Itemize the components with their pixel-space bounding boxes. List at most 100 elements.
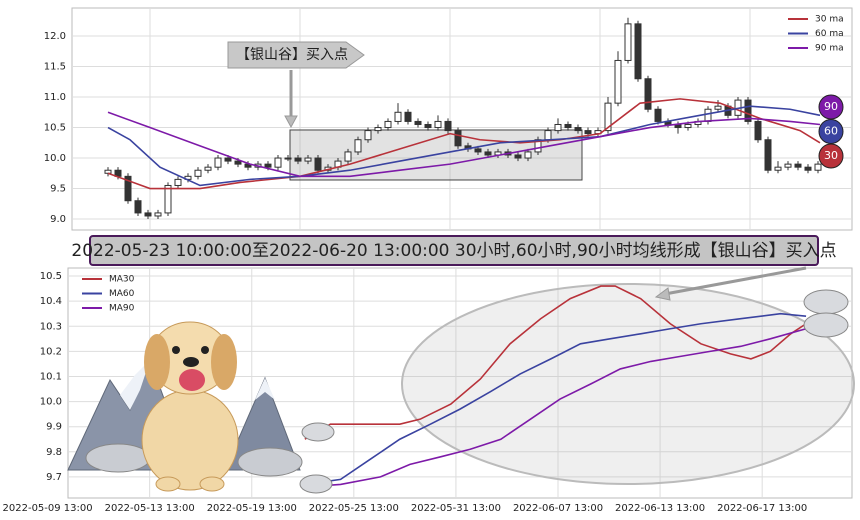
plot-area: [71, 7, 853, 231]
y-tick-label: 9.5: [50, 184, 66, 195]
candle-body: [614, 59, 622, 104]
candle-body: [584, 130, 592, 135]
x-tick-label: 2022-05-19 13:00: [207, 503, 297, 514]
y-tick-label: 11.0: [44, 92, 66, 103]
candle-body: [704, 108, 712, 122]
candle-body: [434, 120, 442, 129]
candle-body: [124, 175, 132, 202]
ingot: [299, 474, 333, 494]
dog-body: [141, 389, 239, 491]
candle-body: [524, 151, 532, 159]
snow: [255, 378, 275, 400]
candle-body: [214, 157, 222, 168]
candle-body: [574, 127, 582, 132]
dog-ear: [211, 334, 237, 390]
chart: 9.0 9.5 10.0 10.5 11.0 11.5 12.0 30 ma 60 ma 90 m…: [44, 7, 853, 231]
ma-line: [304, 312, 807, 486]
x-tick-label: 2022-06-13 13:00: [615, 503, 705, 514]
candle-body: [234, 160, 242, 165]
highlight-ellipse: [401, 283, 855, 485]
snow: [120, 360, 150, 410]
legend-label: MA30: [109, 275, 135, 285]
candle-body: [264, 163, 272, 168]
legend-label: MA60: [109, 289, 135, 299]
candle-body: [274, 157, 282, 168]
candle-body: [384, 120, 392, 129]
y-tick-label: 9.9: [46, 422, 62, 433]
dog-ear: [144, 334, 170, 390]
x-tick-label: 2022-05-25 13:00: [309, 503, 399, 514]
legend-label: 60 ma: [815, 29, 844, 39]
candle-body: [654, 108, 662, 122]
legend-label: MA90: [109, 304, 135, 314]
dog-paw: [155, 476, 181, 492]
candle-body: [714, 105, 722, 110]
candle-body: [394, 111, 402, 122]
dog-paw: [199, 476, 225, 492]
y-tick-label: 9.8: [46, 447, 62, 458]
candle-body: [354, 139, 362, 153]
candle-body: [754, 120, 762, 141]
candle-body: [454, 130, 462, 147]
candle-body: [544, 130, 552, 141]
ingot: [803, 312, 849, 338]
dog-nose: [183, 357, 199, 367]
x-tick-label: 2022-05-31 13:00: [411, 503, 501, 514]
y-tick-label: 9.0: [50, 214, 66, 225]
annotation-arrow-box: [227, 41, 365, 69]
candle-body: [794, 163, 802, 168]
badge: [818, 143, 844, 169]
ma-line: [107, 105, 821, 187]
candle-body: [294, 157, 302, 162]
candle-body: [344, 151, 352, 162]
ingot: [803, 289, 849, 315]
y-tick-label: 10.0: [40, 397, 62, 408]
y-tick-label: 10.3: [40, 321, 62, 332]
badge-label: 60: [824, 125, 838, 138]
ma-line: [107, 98, 821, 190]
ma-line: [304, 327, 807, 488]
candle-body: [374, 127, 382, 132]
candle-body: [314, 157, 322, 171]
candle-body: [814, 163, 822, 171]
legend-label: 30 ma: [815, 15, 844, 25]
candle-body: [164, 184, 172, 214]
ma-line: [107, 111, 821, 178]
x-tick-label: 2022-05-13 13:00: [105, 503, 195, 514]
candle-body: [194, 169, 202, 177]
y-tick-label: 10.4: [40, 296, 62, 307]
y-tick-label: 10.5: [44, 123, 66, 134]
x-tick-label: 2022-05-09 13:00: [3, 503, 93, 514]
arrow: [664, 266, 807, 296]
legend-label: 90 ma: [815, 44, 844, 54]
x-tick-label: 2022-06-17 13:00: [717, 503, 807, 514]
candle-body: [224, 157, 232, 162]
candle-body: [774, 166, 782, 171]
y-tick-label: 9.7: [46, 472, 62, 483]
candle-body: [204, 166, 212, 171]
candle-body: [364, 130, 372, 141]
banner: 2022-05-23 10:00:00至2022-06-20 13:00:00 …: [71, 241, 836, 261]
candle-body: [474, 148, 482, 153]
y-tick-label: 10.1: [40, 371, 62, 382]
ingot: [301, 422, 335, 442]
candle-body: [624, 23, 632, 61]
ma-line: [304, 285, 807, 440]
candle-body: [514, 154, 522, 159]
dog-eye: [201, 346, 209, 354]
candle-body: [604, 102, 612, 132]
candle-body: [424, 123, 432, 129]
y-tick-label: 10.0: [44, 153, 66, 164]
candle-body: [134, 200, 142, 214]
candle-body: [634, 23, 642, 80]
candle-body: [284, 157, 292, 160]
ingot: [237, 447, 303, 477]
candle-body: [764, 139, 772, 171]
decorations: 2022-05-23 10:00:00至2022-06-20 13:00:00 …: [67, 41, 849, 494]
candle-body: [744, 99, 752, 122]
dog-eye: [172, 346, 180, 354]
candle-body: [804, 166, 812, 171]
candle-body: [564, 123, 572, 129]
candle-body: [414, 120, 422, 125]
